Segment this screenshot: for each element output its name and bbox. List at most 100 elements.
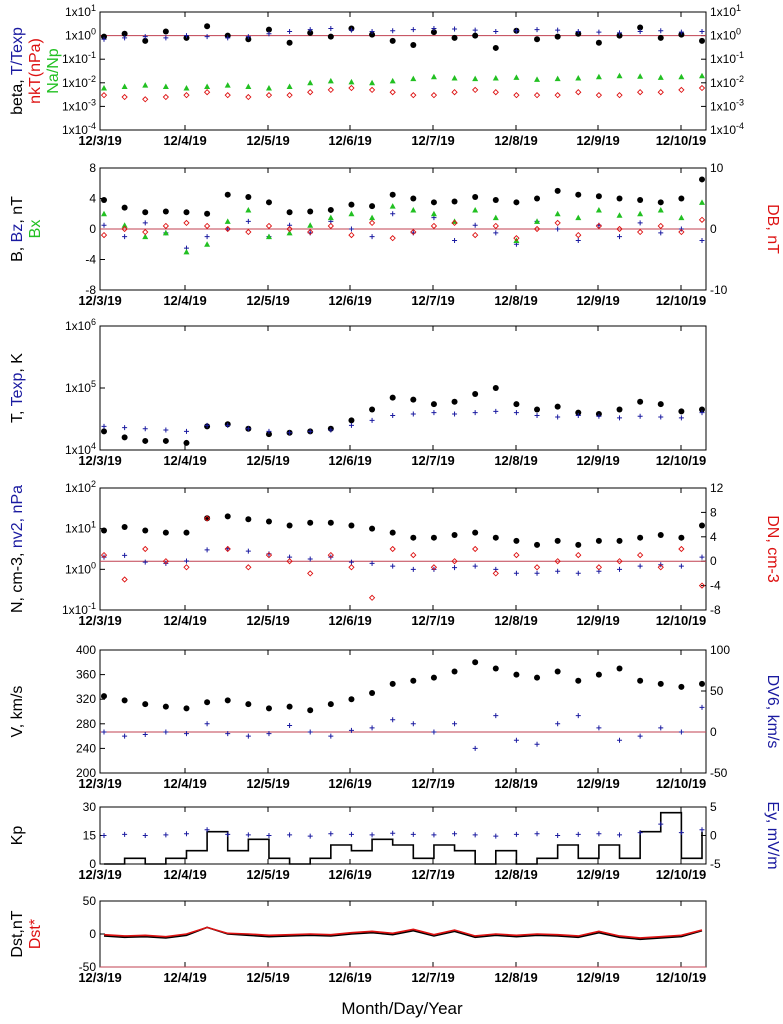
point-beta-nkT(nPa)-24 [595, 92, 603, 99]
point-beta-T/Texp-27 [658, 28, 664, 34]
point-density-DN-21 [533, 564, 541, 571]
point-beta-Na/Np-26 [637, 73, 644, 79]
point-temp-Texp-6 [225, 422, 231, 428]
x-tick-label-kp-2: 12/5/19 [246, 867, 289, 882]
x-tick-label-dst-6: 12/9/19 [576, 970, 619, 985]
y-tick-label-left-mag-1: -4 [85, 253, 96, 267]
y-axis-title-mag-ylabel_left2: Bx [27, 220, 44, 239]
point-beta-nkT(nPa)-12 [348, 84, 355, 92]
x-tick-label-speed-7: 12/10/19 [656, 776, 707, 791]
y-tick-label-left-beta-3: 1x10-1 [62, 50, 96, 66]
point-kp-Ey-15 [410, 831, 416, 837]
point-mag-DB-1 [121, 225, 128, 233]
point-mag-B-25 [616, 195, 623, 202]
point-temp-Texp-1 [122, 425, 128, 431]
y-axis-title-right-density: DN, cm-3 [764, 515, 781, 583]
y-tick-label-right-density-1: -4 [710, 579, 721, 593]
y-tick-label-left-mag-0: -8 [85, 283, 96, 297]
point-mag-DB-24 [595, 222, 603, 230]
series-beta-Na/Np [101, 72, 705, 91]
x-tick-label-dst-7: 12/10/19 [656, 970, 707, 985]
point-beta-beta-11 [327, 33, 334, 40]
point-density-DN-25 [616, 558, 623, 565]
point-mag-B-26 [637, 197, 644, 204]
point-speed-V-23 [575, 677, 582, 684]
point-mag-B-24 [595, 193, 602, 200]
point-density-N-16 [430, 534, 437, 541]
series-beta-nkT(nPa) [100, 84, 706, 103]
point-density-DN-17 [451, 558, 458, 565]
point-temp-T-21 [534, 406, 541, 413]
x-tick-label-temp-7: 12/10/19 [656, 453, 707, 468]
point-beta-T/Texp-16 [431, 25, 437, 31]
point-mag-DB-27 [657, 222, 664, 230]
y-axis-title-beta-ylabel_left: beta, T/Texp [9, 27, 26, 115]
point-beta-T/Texp-3 [163, 35, 169, 41]
x-tick-label-temp-2: 12/5/19 [246, 453, 289, 468]
y-axis-title-part-density-1: nv2, nPa [9, 485, 26, 548]
x-tick-label-beta-7: 12/10/19 [656, 133, 707, 148]
point-mag-Bx-15 [410, 206, 417, 213]
point-beta-beta-13 [369, 31, 376, 38]
point-temp-Texp-28 [678, 415, 684, 421]
x-tick-label-beta-1: 12/4/19 [163, 133, 206, 148]
point-speed-DV6-6 [225, 731, 231, 737]
y-axis-title-part-temp-0: T, [9, 406, 26, 423]
point-kp-Ey-13 [369, 832, 375, 838]
point-beta-nkT(nPa)-25 [616, 92, 623, 99]
x-tick-label-mag-6: 12/9/19 [576, 293, 619, 308]
point-density-N-0 [101, 527, 107, 534]
point-density-nv2-21 [534, 570, 540, 576]
point-speed-DV6-16 [431, 729, 437, 735]
point-beta-Na/Np-12 [348, 78, 355, 85]
y-tick-label-left-density-1: 1x100 [65, 560, 96, 576]
point-density-nv2-1 [122, 552, 128, 558]
point-mag-B-22 [554, 187, 561, 194]
y-tick-label-left-beta-0: 1x10-4 [62, 121, 96, 137]
point-speed-DV6-8 [266, 731, 272, 737]
point-temp-Texp-18 [472, 410, 478, 416]
point-temp-T-20 [513, 401, 520, 408]
point-beta-nkT(nPa)-11 [327, 86, 334, 94]
point-beta-T/Texp-29 [699, 28, 705, 34]
x-tick-label-speed-1: 12/4/19 [163, 776, 206, 791]
point-beta-beta-17 [451, 34, 458, 41]
point-mag-Bx-11 [327, 214, 334, 221]
point-mag-B-3 [162, 208, 169, 215]
point-mag-Bz-12 [348, 226, 354, 232]
point-mag-Bx-27 [657, 206, 664, 213]
point-density-N-13 [369, 525, 376, 532]
point-speed-V-24 [595, 671, 602, 678]
point-beta-T/Texp-20 [513, 28, 519, 34]
point-kp-Ey-3 [163, 832, 169, 838]
point-beta-Na/Np-20 [513, 74, 520, 80]
point-density-DN-2 [142, 545, 149, 553]
point-mag-Bz-29 [699, 237, 705, 243]
point-mag-Bx-5 [204, 241, 211, 247]
point-speed-V-6 [224, 697, 231, 704]
point-kp-Ey-25 [617, 832, 623, 838]
point-beta-T/Texp-14 [390, 28, 396, 34]
point-beta-T/Texp-0 [101, 36, 107, 42]
point-speed-V-26 [637, 677, 644, 684]
point-beta-Na/Np-15 [410, 75, 417, 82]
panels-group: 12/3/19 12/4/19 12/5/19 12/6/19 12/7/19 12/8/… [9, 3, 781, 985]
x-tick-label-speed-2: 12/5/19 [246, 776, 289, 791]
point-density-N-6 [224, 513, 231, 520]
point-mag-Bx-4 [183, 248, 190, 255]
point-density-N-28 [678, 534, 685, 541]
x-tick-label-density-3: 12/6/19 [328, 613, 371, 628]
series-temp-T [101, 385, 705, 446]
point-beta-beta-22 [554, 33, 561, 40]
point-density-N-15 [410, 534, 417, 541]
point-mag-Bx-3 [162, 229, 169, 236]
point-kp-Ey-11 [328, 831, 334, 837]
point-temp-T-1 [121, 434, 128, 441]
point-density-N-9 [286, 522, 293, 529]
point-temp-Texp-10 [307, 428, 313, 434]
y-tick-label-right-beta-1: 1x10-3 [710, 97, 744, 113]
point-mag-Bx-13 [369, 214, 376, 221]
point-speed-DV6-10 [307, 729, 313, 735]
point-beta-Na/Np-22 [554, 75, 561, 82]
point-mag-Bz-18 [472, 222, 478, 228]
